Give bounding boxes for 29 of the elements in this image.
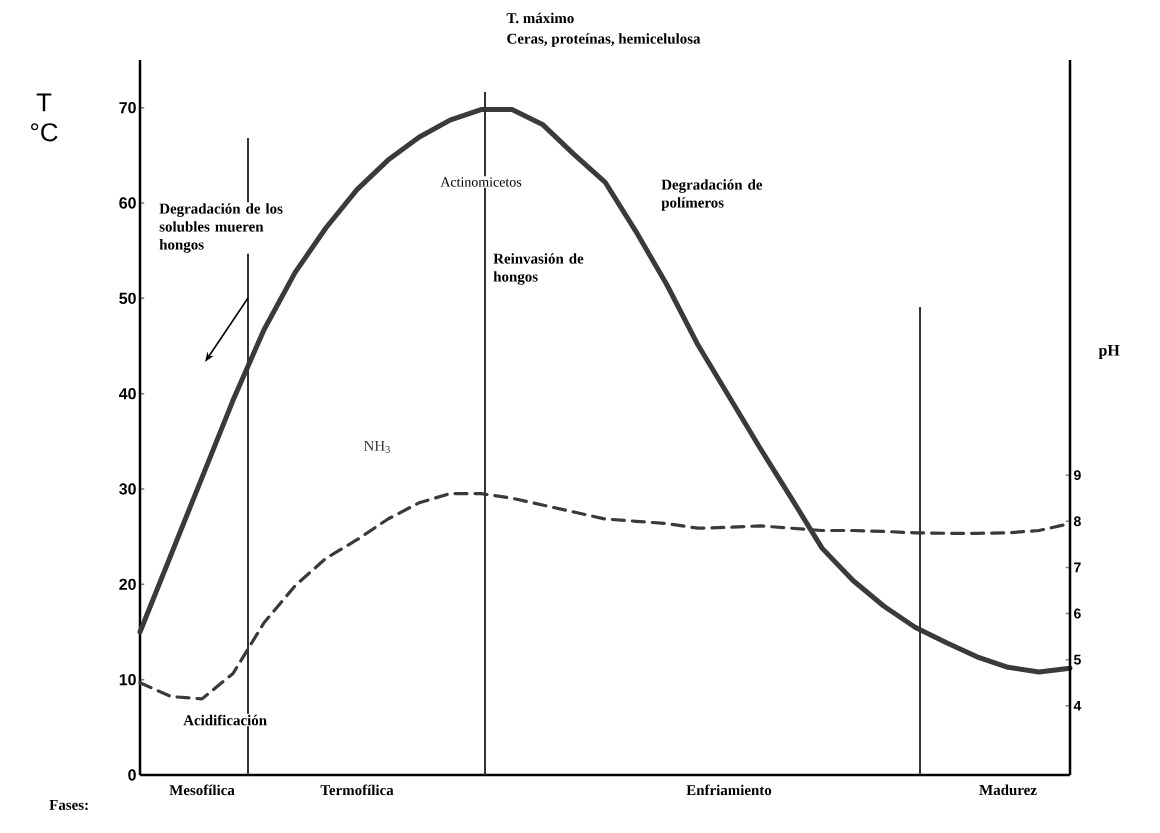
y2-tick-label: 9 xyxy=(1074,470,1081,481)
text: NH$_{3}$ xyxy=(363,440,390,454)
annotation: Actinomicetos xyxy=(440,177,522,187)
y-tick-label: 60 xyxy=(119,197,136,209)
y-tick-label: 0 xyxy=(128,769,136,781)
text: Fases: xyxy=(49,800,88,810)
y-axis-title: T °C xyxy=(31,93,58,142)
y2-tick-label: 8 xyxy=(1073,516,1081,527)
x-tick-label: Termofílica xyxy=(320,784,394,796)
annotation: Acidificación xyxy=(183,714,267,726)
x-tick-label: Mesofílica xyxy=(169,784,235,796)
x-tick-label: Enfriamiento xyxy=(686,784,772,796)
y-tick-label: 70 xyxy=(119,102,136,114)
y-tick-label: 10 xyxy=(119,674,136,686)
annotation: Degradación de los solubles mueren hongos xyxy=(159,203,283,253)
y-tick-label: 40 xyxy=(118,388,136,400)
annotation: Degradación de polímeros xyxy=(661,179,763,211)
y2-tick-label: 7 xyxy=(1074,562,1081,573)
y-tick-label: 20 xyxy=(119,578,136,590)
y2-tick-label: 4 xyxy=(1073,701,1082,711)
chart-title: T. máximo xyxy=(506,12,574,24)
x-tick-label: Madurez xyxy=(979,784,1037,796)
y2-tick-label: 6 xyxy=(1074,608,1081,619)
y-tick-label: 50 xyxy=(119,292,136,304)
y-tick-label: 30 xyxy=(119,483,136,495)
y2-axis-title: pH xyxy=(1098,345,1120,359)
y2-tick-label: 5 xyxy=(1073,654,1081,665)
annotation: Reinvasión de hongos xyxy=(493,253,584,285)
chart-subtitle: Ceras, proteínas, hemicelulosa xyxy=(507,33,701,47)
